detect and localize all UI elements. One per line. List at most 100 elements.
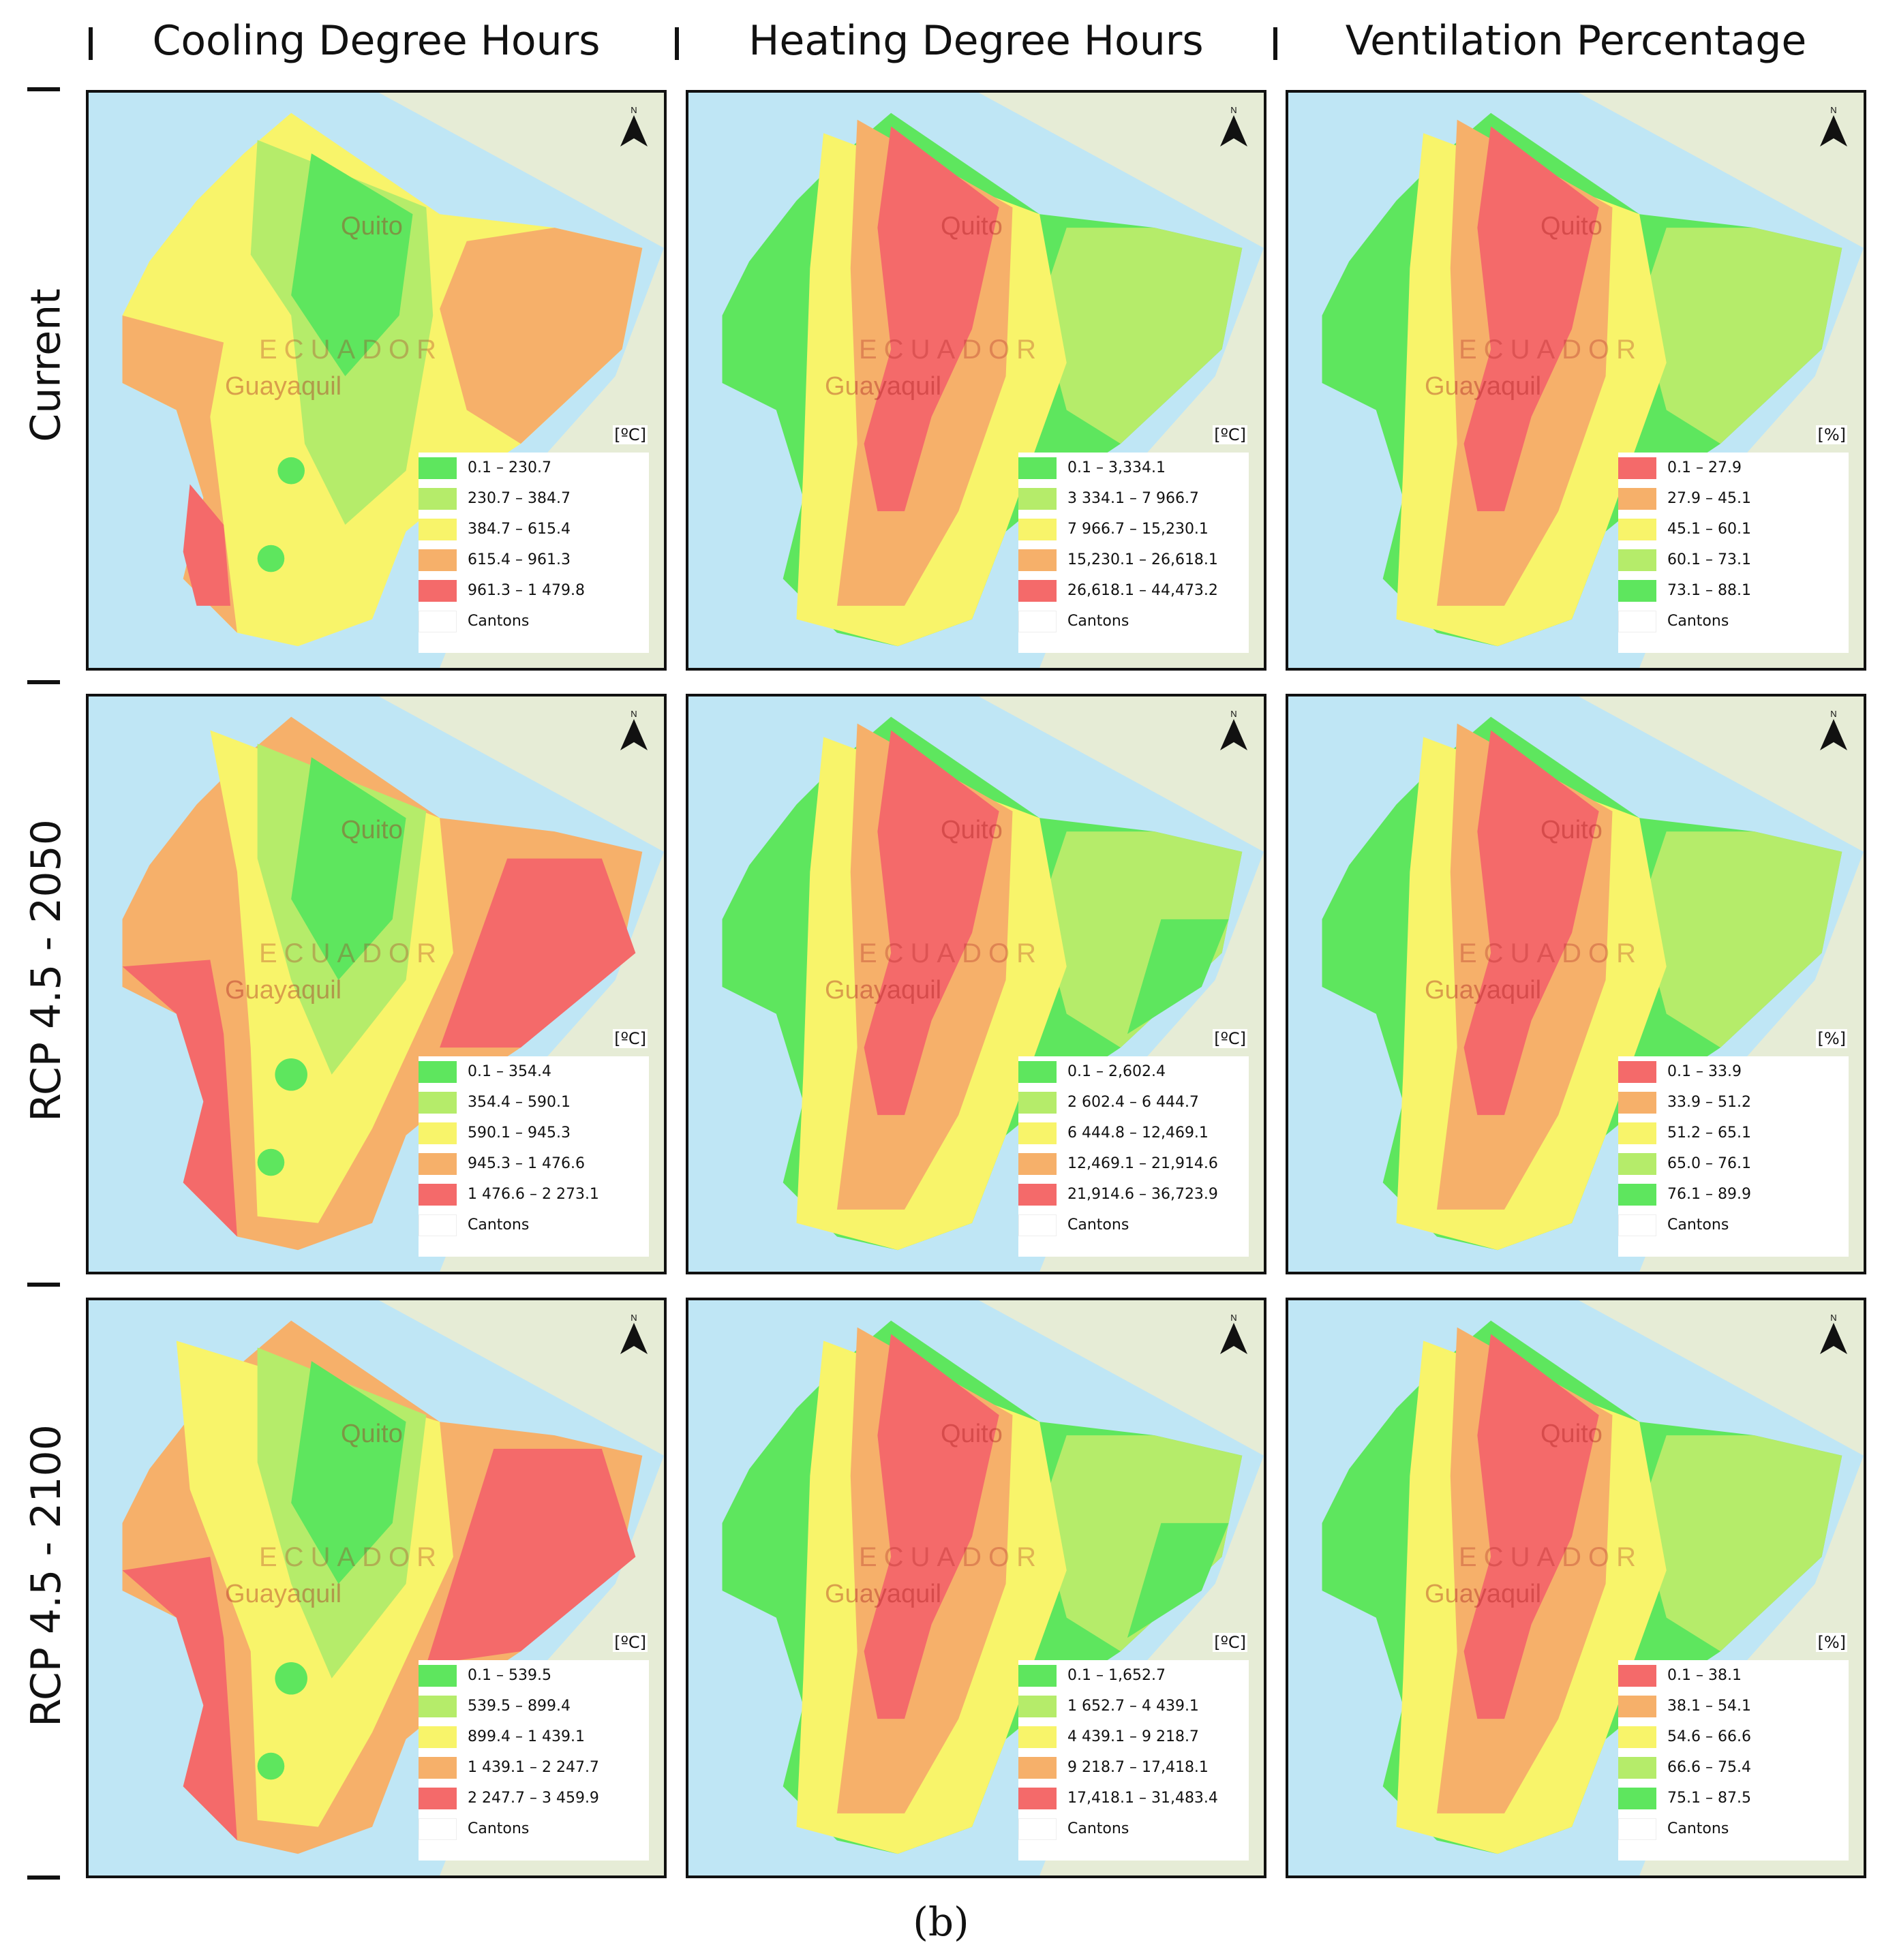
zone-red (440, 858, 636, 1048)
legend-swatch-cantons (1618, 1214, 1656, 1236)
north-arrow-icon (620, 1323, 648, 1354)
legend-swatch (1618, 1787, 1656, 1809)
column-divider (675, 27, 679, 60)
city-label-quito: Quito (941, 816, 1003, 844)
zone-red-coast (122, 960, 237, 1237)
north-arrow-icon (1220, 719, 1247, 750)
zone-orange (440, 228, 643, 444)
legend-range: 21,914.6 – 36,723.9 (1067, 1186, 1218, 1203)
city-label-quito: Quito (1540, 1420, 1603, 1448)
legend-unit: [ºC] (613, 425, 648, 444)
legend-row: 4 439.1 – 9 218.7 (1018, 1721, 1249, 1752)
legend-swatch (1018, 1664, 1057, 1687)
legend: [ºC] 0.1 – 1,652.7 1 652.7 – 4 439.1 4 4… (1018, 1633, 1249, 1861)
legend-range: 0.1 – 230.7 (468, 459, 551, 476)
legend-swatch (1618, 1756, 1656, 1779)
legend-swatch (1018, 1122, 1057, 1144)
legend-swatch (419, 1183, 457, 1206)
legend-range: 0.1 – 33.9 (1667, 1063, 1742, 1080)
city-label-guayaquil: Guayaquil (1425, 372, 1542, 401)
zone-green (291, 153, 413, 377)
zone-green (291, 1361, 406, 1584)
map-panel-2100-cooling: Quito ECUADOR Guayaquil N [ºC] 0.1 – 539… (86, 1298, 667, 1878)
legend-swatch (1018, 487, 1057, 510)
country-label: ECUADOR (259, 1542, 444, 1572)
legend-row: 60.1 – 73.1 (1618, 545, 1849, 575)
figure-caption: (b) (913, 1899, 969, 1945)
legend-range: 7 966.7 – 15,230.1 (1067, 521, 1209, 538)
legend-swatch (1618, 1091, 1656, 1114)
legend-swatch (419, 1060, 457, 1083)
legend-swatch (1618, 1060, 1656, 1083)
legend-row: 73.1 – 88.1 (1618, 575, 1849, 606)
legend-swatch (1618, 1122, 1656, 1144)
legend-range: 9 218.7 – 17,418.1 (1067, 1759, 1209, 1776)
legend-range: 539.5 – 899.4 (468, 1698, 571, 1715)
legend-range: 17,418.1 – 31,483.4 (1067, 1790, 1218, 1807)
legend-range: 0.1 – 3,334.1 (1067, 459, 1166, 476)
zone-light-green (1639, 831, 1842, 1048)
legend-row: 2 602.4 – 6 444.7 (1018, 1087, 1249, 1118)
legend-range: 6 444.8 – 12,469.1 (1067, 1124, 1209, 1142)
zone-light-green (1639, 228, 1842, 444)
zone-red (1463, 1334, 1599, 1719)
legend-row-cantons: Cantons (1618, 1210, 1849, 1240)
legend-swatch (419, 457, 457, 479)
north-arrow: N (1819, 709, 1849, 753)
legend: [ºC] 0.1 – 354.4 354.4 – 590.1 590.1 – 9… (419, 1029, 649, 1257)
north-arrow-icon (620, 115, 648, 147)
legend-range: 38.1 – 54.1 (1667, 1698, 1751, 1715)
legend-row: 6 444.8 – 12,469.1 (1018, 1118, 1249, 1148)
zone-red (864, 126, 999, 512)
zone-red (1463, 730, 1599, 1116)
legend-row: 33.9 – 51.2 (1618, 1087, 1849, 1118)
legend-label-cantons: Cantons (1667, 613, 1729, 630)
legend-range: 45.1 – 60.1 (1667, 521, 1751, 538)
legend-range: 384.7 – 615.4 (468, 521, 571, 538)
legend-row: 38.1 – 54.1 (1618, 1691, 1849, 1721)
legend-swatch (1018, 457, 1057, 479)
country-label: ECUADOR (1459, 1542, 1643, 1572)
row-divider (27, 87, 60, 91)
city-label-guayaquil: Guayaquil (825, 1580, 942, 1608)
zone-red (183, 484, 231, 606)
legend-swatch (419, 487, 457, 510)
map-panel-current-cooling: Quito ECUADOR Guayaquil N [ºC] 0.1 – 230… (86, 90, 667, 671)
city-label-quito: Quito (341, 1420, 403, 1448)
north-arrow: N (1819, 1313, 1849, 1357)
legend-range: 590.1 – 945.3 (468, 1124, 571, 1142)
legend-row: 45.1 – 60.1 (1618, 514, 1849, 545)
legend-range: 0.1 – 354.4 (468, 1063, 551, 1080)
north-arrow: N (1219, 709, 1249, 753)
row-divider (27, 1283, 60, 1287)
legend-range: 26,618.1 – 44,473.2 (1067, 582, 1218, 599)
zone-green-patch (275, 1058, 307, 1091)
map-panel-2100-ventilation: Quito ECUADOR Guayaquil N [%] 0.1 – 38.1… (1286, 1298, 1866, 1878)
legend-swatch-cantons (1018, 1818, 1057, 1840)
row-title-current: Current (22, 288, 71, 442)
legend-swatch (419, 1152, 457, 1175)
legend-row: 51.2 – 65.1 (1618, 1118, 1849, 1148)
city-label-quito: Quito (1540, 816, 1603, 844)
north-arrow-icon (1820, 719, 1847, 750)
north-arrow-icon (1820, 1323, 1847, 1354)
zone-green-patch (257, 1148, 285, 1176)
legend-swatch (419, 549, 457, 571)
legend-row: 899.4 – 1 439.1 (419, 1721, 649, 1752)
north-arrow: N (1219, 1313, 1249, 1357)
legend-swatch-cantons (1018, 1214, 1057, 1236)
legend-row: 1 439.1 – 2 247.7 (419, 1752, 649, 1783)
legend-swatch (419, 518, 457, 540)
zone-green-east (1127, 919, 1229, 1035)
legend-row: 354.4 – 590.1 (419, 1087, 649, 1118)
legend-swatch (419, 1122, 457, 1144)
legend-swatch (1618, 457, 1656, 479)
legend-range: 0.1 – 1,652.7 (1067, 1667, 1166, 1684)
legend-range: 4 439.1 – 9 218.7 (1067, 1728, 1199, 1745)
choropleth-map (1288, 93, 1864, 668)
row-divider (27, 680, 60, 684)
zone-green-patch (277, 457, 305, 485)
legend-swatch (1618, 1183, 1656, 1206)
legend-swatch (419, 1695, 457, 1717)
legend-row-cantons: Cantons (419, 606, 649, 637)
